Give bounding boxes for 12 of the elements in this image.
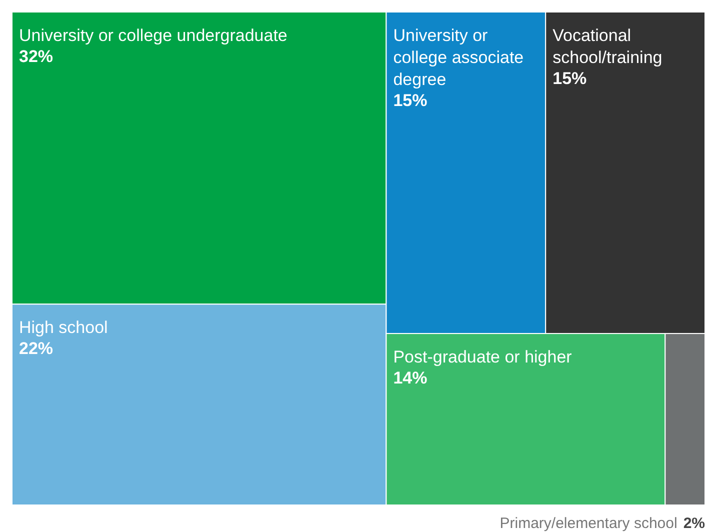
data-label: 22% xyxy=(19,339,54,358)
category-label: High school xyxy=(19,318,108,338)
category-label: Vocational school/training xyxy=(552,26,662,68)
data-label: 14% xyxy=(393,368,428,388)
data-label: 15% xyxy=(552,69,587,88)
data-label: 15% xyxy=(393,91,428,110)
data-label: 32% xyxy=(19,46,54,66)
category-label: Post-graduate or higher xyxy=(393,348,572,367)
category-label: University or college associate degree xyxy=(393,26,524,90)
category-label: University or college undergraduate xyxy=(19,26,288,45)
category-label: Primary/elementary school xyxy=(500,515,678,532)
data-label: 2% xyxy=(683,515,705,532)
